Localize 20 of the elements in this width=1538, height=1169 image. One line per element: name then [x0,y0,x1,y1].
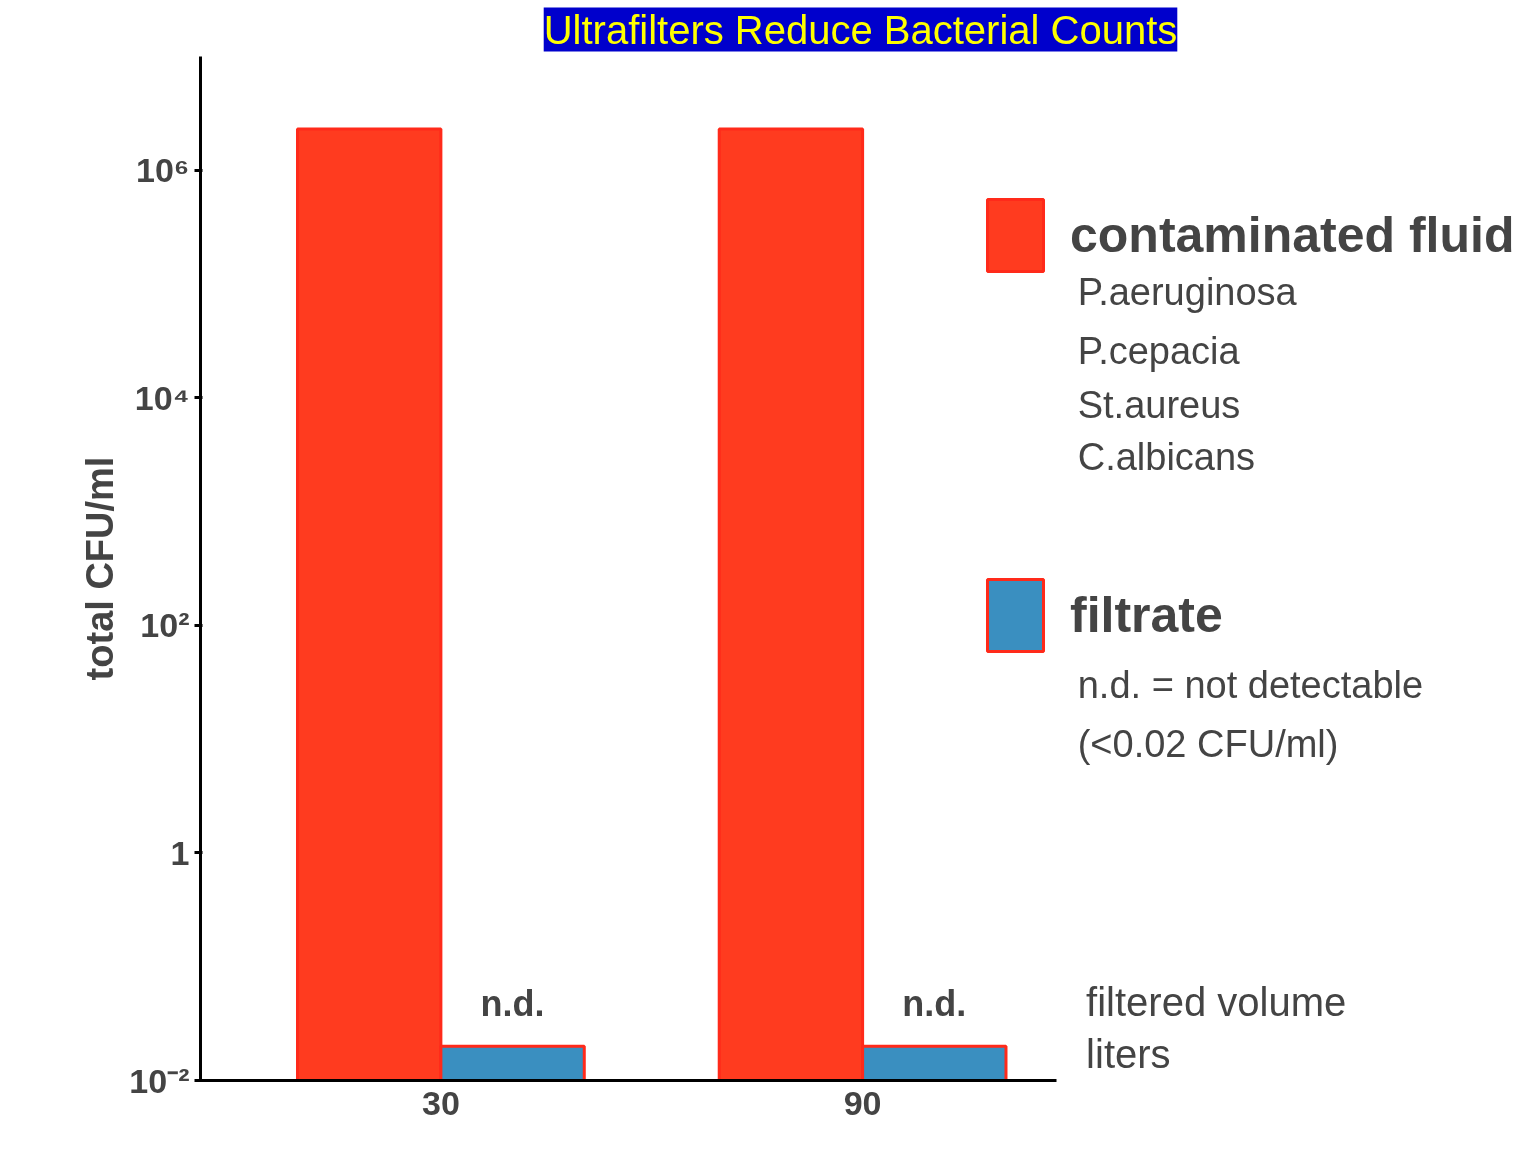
y-tick-label: 10⁻² [129,1061,190,1100]
text: P.aeruginosa [1077,271,1298,314]
text: (<0.02 CFU/ml) [1077,723,1339,766]
data-label: n.d. [902,983,967,1025]
y-tick-label: 1 [170,833,190,872]
chart-title: Ultrafilters Reduce Bacterial Counts [543,7,1178,52]
y-tick-label: 10⁴ [134,378,190,417]
x-tick-label: 30 [421,1083,460,1122]
x-tick-label: 90 [843,1083,882,1122]
y-axis-title: total CFU/ml [79,456,122,681]
legend-label: filtrate [1070,586,1223,644]
legend-label: contaminated fluid [1070,206,1515,264]
data-label: n.d. [480,983,545,1025]
y-tick-label: 10⁶ [136,151,190,190]
text: n.d. = not detectable [1077,663,1424,706]
text: C.albicans [1077,436,1256,479]
y-tick-label: 10² [140,606,190,645]
text: P.cepacia [1077,329,1241,372]
text: St.aureus [1077,383,1241,426]
x-axis-title: filtered volume liters [1086,979,1347,1077]
